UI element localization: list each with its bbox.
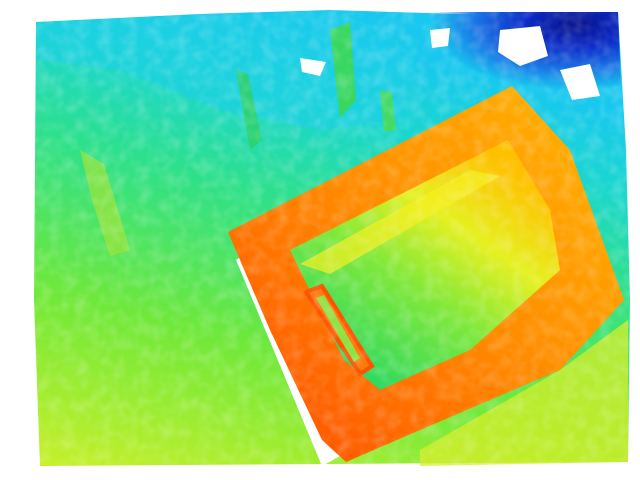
speckle-overlay [0, 0, 640, 480]
depth-map-image [0, 0, 640, 480]
